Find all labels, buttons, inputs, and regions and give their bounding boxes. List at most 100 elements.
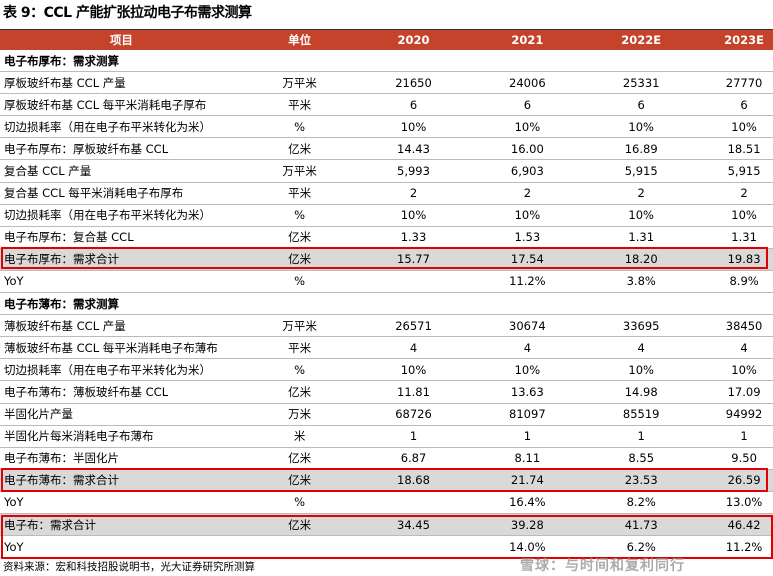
cell-2023e: 18.51 xyxy=(727,141,761,156)
row-label: 切边损耗率（用在电子布平米转化为米） xyxy=(4,119,211,134)
cell-2021: 39.28 xyxy=(510,517,544,532)
cell-2021: 10% xyxy=(514,362,541,377)
cell-2020: 1.33 xyxy=(400,230,427,245)
row-unit: 亿米 xyxy=(288,473,312,488)
table-row: YoY% 16.4% 8.2% 13.0% xyxy=(0,492,773,514)
cell-2022e: 23.53 xyxy=(624,473,658,488)
cell-2023e: 5,915 xyxy=(727,164,761,179)
row-unit: % xyxy=(294,362,306,377)
cell-2023e: 46.42 xyxy=(727,517,761,532)
cell-2022e: 18.20 xyxy=(624,252,658,267)
total-row: 电子布薄布：需求合计 亿米 18.68 21.74 23.53 26.59 xyxy=(0,469,773,492)
cell-2020: 5,993 xyxy=(397,164,430,179)
header-2022e: 2022E xyxy=(621,33,662,47)
cell-2021: 13.63 xyxy=(510,384,544,399)
cell-2020: 10% xyxy=(400,208,427,223)
row-unit: 平米 xyxy=(288,186,312,201)
cell-2020: 15.77 xyxy=(397,252,430,267)
cell-2020: 11.81 xyxy=(397,384,430,399)
cell-2022e: 6 xyxy=(637,97,645,112)
cell-2023e: 4 xyxy=(740,340,748,355)
cell-2022e: 2 xyxy=(637,186,645,201)
cell-2023e: 10% xyxy=(731,119,757,134)
row-unit: 亿米 xyxy=(288,517,312,532)
cell-2023e: 6 xyxy=(740,97,748,112)
row-unit: 亿米 xyxy=(288,141,312,156)
cell-2022e: 14.98 xyxy=(624,384,658,399)
cell-2022e: 25331 xyxy=(622,75,660,90)
table-header: 项目 单位 2020 2021 2022E 2023E xyxy=(0,29,773,50)
cell-2020: 10% xyxy=(400,362,427,377)
row-unit: 平米 xyxy=(288,340,312,355)
cell-2020: 34.45 xyxy=(397,517,430,532)
row-unit: 万平米 xyxy=(282,318,317,333)
cell-2023e: 38450 xyxy=(725,318,763,333)
header-2023e: 2023E xyxy=(724,33,764,47)
cell-2021: 2 xyxy=(523,186,532,201)
row-label: YoY xyxy=(4,274,24,289)
cell-2023e: 19.83 xyxy=(727,252,761,267)
table-row: 切边损耗率（用在电子布平米转化为米）% 10% 10% 10% 10% xyxy=(0,116,773,139)
row-label: 电子布厚布：需求测算 xyxy=(4,53,119,68)
cell-2022e: 4 xyxy=(637,340,645,355)
cell-2023e: 8.9% xyxy=(729,274,759,289)
row-label: 电子布薄布：薄板玻纤布基 CCL xyxy=(4,384,169,399)
row-unit: % xyxy=(294,208,306,223)
row-unit: % xyxy=(294,495,306,510)
cell-2021: 17.54 xyxy=(510,252,544,267)
cell-2022e: 10% xyxy=(628,119,654,134)
table-row: 电子布厚布：厚板玻纤布基 CCL 亿米 14.43 16.00 16.89 18.51 xyxy=(0,138,773,161)
total-row: 电子布：需求合计 亿米 34.45 39.28 41.73 46.42 xyxy=(0,513,773,537)
cell-2022e: 8.55 xyxy=(628,451,655,466)
cell-2021: 16.4% xyxy=(509,495,546,510)
table-body: 电子布厚布：需求测算 厚板玻纤布基 CCL 产量 万平米 21650 24006 2533… xyxy=(0,50,773,559)
cell-2022e: 33695 xyxy=(622,318,660,333)
source-note: 资料来源：宏和科技招股说明书，光大证券研究所测算 xyxy=(3,561,255,573)
table-row: 电子布厚布：复合基 CCL 亿米 1.33 1.53 1.31 1.31 xyxy=(0,227,773,249)
cell-2023e: 27770 xyxy=(725,75,763,90)
cell-2023e: 9.50 xyxy=(731,451,757,466)
row-unit: % xyxy=(294,119,306,134)
table-row: 电子布薄布：薄板玻纤布基 CCL 亿米 11.81 13.63 14.98 17.09 xyxy=(0,381,773,404)
cell-2021: 16.00 xyxy=(510,141,544,156)
cell-2021: 14.0% xyxy=(509,539,546,554)
table-title: 表 9：CCL 产能扩张拉动电子布需求测算 xyxy=(3,5,252,21)
table-row: 薄板玻纤布基 CCL 产量 万平米 26571 30674 33695 38450 xyxy=(0,315,773,338)
cell-2023e: 1 xyxy=(740,429,748,444)
row-unit: % xyxy=(294,274,306,289)
cell-2023e: 10% xyxy=(731,208,757,223)
row-unit: 万平米 xyxy=(282,75,317,90)
cell-2023e: 2 xyxy=(740,186,748,201)
cell-2020: 6 xyxy=(409,97,418,112)
row-label: 电子布厚布：需求合计 xyxy=(4,252,119,267)
table-row: YoY% 11.2% 3.8% 8.9% xyxy=(0,271,773,294)
row-label: 半固化片产量 xyxy=(4,407,73,422)
cell-2021: 6,903 xyxy=(510,164,544,179)
table-row: 复合基 CCL 每平米消耗电子布厚布 平米 2 2 2 2 xyxy=(0,183,773,205)
row-unit: 亿米 xyxy=(288,230,312,245)
row-label: 切边损耗率（用在电子布平米转化为米） xyxy=(4,208,211,223)
row-label: 复合基 CCL 产量 xyxy=(4,164,92,179)
row-label: 薄板玻纤布基 CCL 每平米消耗电子布薄布 xyxy=(4,340,218,355)
cell-2020: 2 xyxy=(409,186,418,201)
section-row: 电子布薄布：需求测算 xyxy=(0,293,773,316)
row-unit: 亿米 xyxy=(288,252,312,267)
row-label: 电子布薄布：半固化片 xyxy=(4,451,119,466)
row-unit: 亿米 xyxy=(288,384,312,399)
cell-2021: 10% xyxy=(514,208,541,223)
table-row: 电子布薄布：半固化片 亿米 6.87 8.11 8.55 9.50 xyxy=(0,448,773,470)
section-row: 电子布厚布：需求测算 xyxy=(0,50,773,73)
cell-2022e: 85519 xyxy=(622,407,660,422)
header-unit: 单位 xyxy=(288,33,312,47)
row-label: 电子布厚布：厚板玻纤布基 CCL xyxy=(4,141,169,156)
table-row: 薄板玻纤布基 CCL 每平米消耗电子布薄布 平米 4 4 4 4 xyxy=(0,337,773,360)
cell-2020: 26571 xyxy=(395,318,432,333)
cell-2022e: 5,915 xyxy=(624,164,658,179)
table-row: 半固化片产量 万米 68726 81097 85519 94992 xyxy=(0,404,773,426)
cell-2021: 6 xyxy=(523,97,532,112)
cell-2021: 24006 xyxy=(509,75,546,90)
table-row: 厚板玻纤布基 CCL 产量 万平米 21650 24006 25331 27770 xyxy=(0,72,773,95)
header-item: 项目 xyxy=(109,33,133,47)
row-unit: 万平米 xyxy=(282,164,317,179)
table-row: YoY 14.0% 6.2% 11.2% xyxy=(0,536,773,559)
